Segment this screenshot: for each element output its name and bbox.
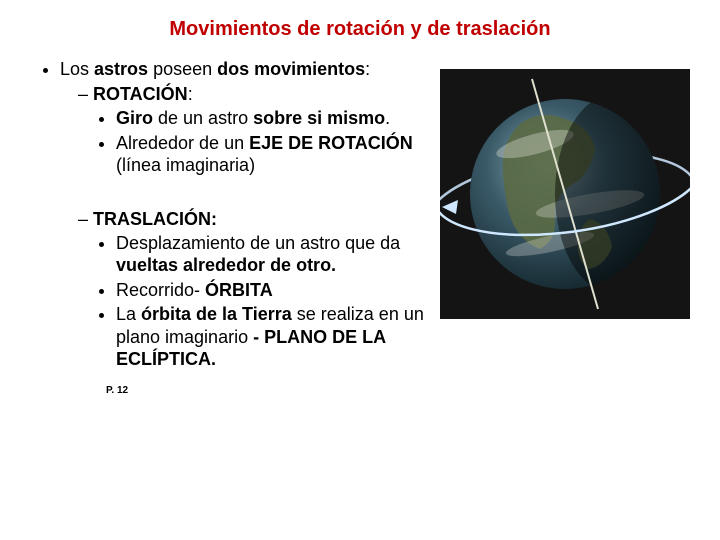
rotation-bullet-2: Alrededor de un EJE DE ROTACIÓN (línea i… (116, 132, 440, 177)
intro-mid: poseen (148, 59, 217, 79)
traslation-bullet-2: Recorrido- ÓRBITA (116, 279, 440, 302)
tra-b2-bold: ÓRBITA (205, 280, 273, 300)
traslation-bullet-3: La órbita de la Tierra se realiza en un … (116, 303, 440, 371)
traslation-label: TRASLACIÓN: (93, 209, 217, 229)
rot-b2-bold: EJE DE ROTACIÓN (249, 133, 413, 153)
tra-b3-pre: La (116, 304, 141, 324)
rotation-bullet-1: Giro de un astro sobre si mismo. (116, 107, 440, 130)
traslation-heading: TRASLACIÓN: Desplazamiento de un astro q… (78, 209, 440, 371)
intro-post: : (365, 59, 370, 79)
traslation-bullet-1: Desplazamiento de un astro que da vuelta… (116, 232, 440, 277)
intro-bold1: astros (94, 59, 148, 79)
tra-b1-bold: vueltas alrededor de otro. (116, 255, 336, 275)
rotation-heading: ROTACIÓN: Giro de un astro sobre si mism… (78, 84, 440, 177)
tra-b2-pre: Recorrido- (116, 280, 205, 300)
rotation-label: ROTACIÓN (93, 84, 188, 104)
intro-line: Los astros poseen dos movimientos: ROTAC… (60, 59, 440, 396)
rot-b1-bold1: Giro (116, 108, 153, 128)
rot-b1-post: . (385, 108, 390, 128)
rotation-colon: : (188, 84, 193, 104)
intro-bold2: dos movimientos (217, 59, 365, 79)
page-reference: P. 12 (106, 385, 440, 396)
slide-title: Movimientos de rotación y de traslación (30, 18, 690, 41)
tra-b3-bold1: órbita de la Tierra (141, 304, 292, 324)
rot-b1-mid: de un astro (153, 108, 253, 128)
intro-pre: Los (60, 59, 94, 79)
rot-b1-bold2: sobre si mismo (253, 108, 385, 128)
rot-b2-pre: Alrededor de un (116, 133, 249, 153)
rot-b2-post: (línea imaginaria) (116, 155, 255, 175)
tra-b1-pre: Desplazamiento de un astro que da (116, 233, 400, 253)
text-column: Los astros poseen dos movimientos: ROTAC… (30, 59, 440, 396)
earth-rotation-diagram (440, 69, 690, 319)
